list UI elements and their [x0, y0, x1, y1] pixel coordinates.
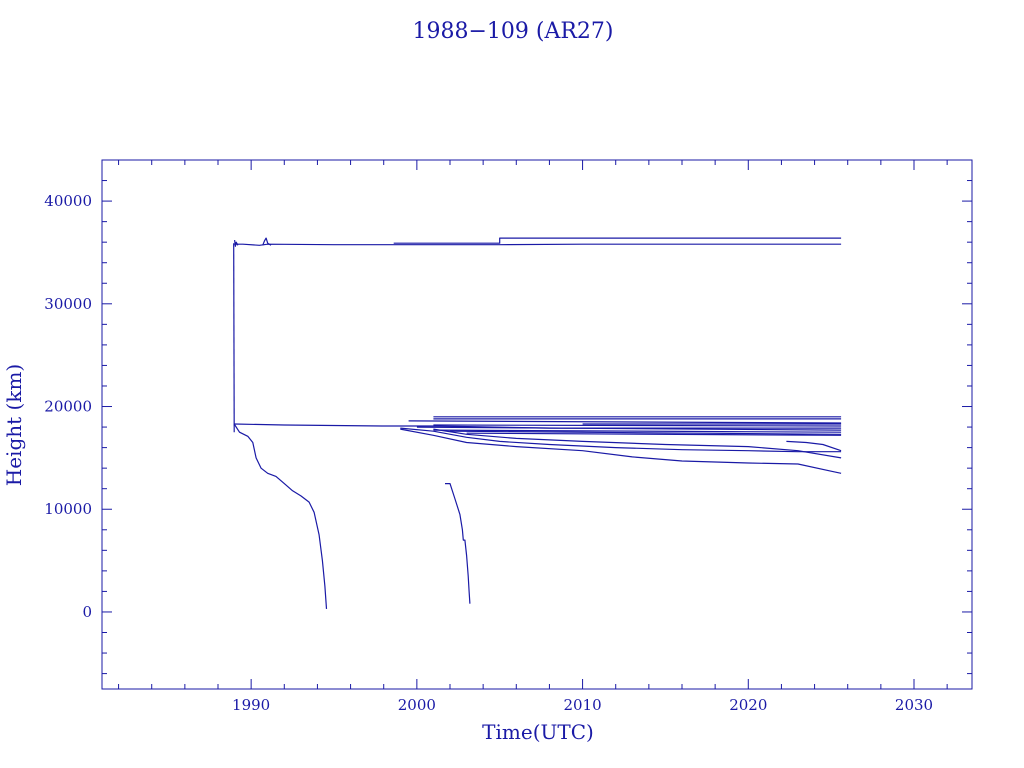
series-line-16	[433, 424, 842, 427]
x-tick-labels: 1990 2000 2010 2020 2030	[232, 696, 933, 714]
x-tick-label: 2010	[563, 696, 601, 714]
series-line-8	[445, 483, 471, 604]
series-line-15	[408, 420, 842, 424]
x-tick-label: 1990	[232, 696, 270, 714]
x-tick-label: 2020	[729, 696, 767, 714]
x-tick-label: 2000	[398, 696, 436, 714]
series-line-11	[433, 428, 842, 459]
series-line-4	[262, 237, 272, 246]
series-line-7	[233, 423, 328, 609]
y-tick-label: 40000	[44, 192, 92, 210]
chart-title: 1988−109 (AR27)	[412, 19, 613, 44]
series-line-10	[400, 428, 842, 474]
series-line-18	[433, 429, 842, 433]
x-axis-label: Time(UTC)	[482, 720, 594, 744]
series-line-20	[466, 432, 842, 436]
series-line-12	[786, 440, 842, 452]
x-tick-label: 2030	[895, 696, 933, 714]
y-tick-label: 30000	[44, 295, 92, 313]
series-line-6	[234, 423, 842, 429]
series-line-5	[233, 243, 235, 433]
series-line-17	[416, 426, 842, 431]
y-tick-label: 10000	[44, 500, 92, 518]
y-tick-label: 20000	[44, 398, 92, 416]
series-line-9	[400, 427, 842, 453]
plot-frame	[101, 159, 973, 690]
axis-ticks	[102, 159, 972, 689]
series-line-3	[234, 240, 239, 247]
y-tick-labels: 0 10000 20000 30000 40000	[44, 192, 92, 621]
series-line-2	[393, 237, 842, 244]
y-axis-label: Height (km)	[2, 364, 26, 486]
series-group	[233, 237, 842, 609]
series-line-1	[234, 243, 842, 246]
series-line-19	[449, 430, 842, 435]
y-tick-label: 0	[82, 603, 92, 621]
